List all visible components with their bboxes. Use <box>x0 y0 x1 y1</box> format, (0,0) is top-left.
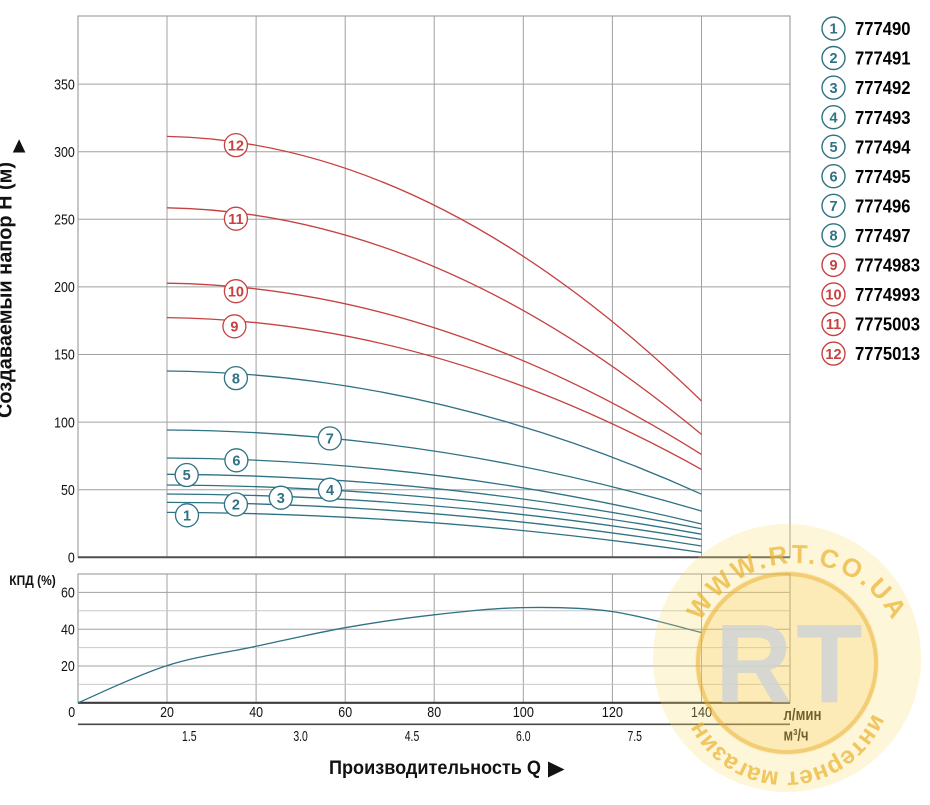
svg-text:12: 12 <box>228 138 244 154</box>
svg-text:20: 20 <box>61 658 75 675</box>
svg-text:250: 250 <box>54 212 75 229</box>
svg-text:300: 300 <box>54 144 75 161</box>
svg-text:м³/ч: м³/ч <box>784 726 809 745</box>
svg-text:3: 3 <box>829 81 837 97</box>
svg-text:6.0: 6.0 <box>516 728 531 745</box>
svg-text:10: 10 <box>228 284 244 300</box>
svg-text:4.5: 4.5 <box>405 728 420 745</box>
svg-text:50: 50 <box>61 482 75 499</box>
svg-text:2: 2 <box>829 51 837 67</box>
svg-text:777495: 777495 <box>855 167 911 187</box>
svg-text:10: 10 <box>825 288 841 304</box>
svg-text:777491: 777491 <box>855 49 911 69</box>
svg-text:150: 150 <box>54 347 75 364</box>
svg-text:T: T <box>796 602 862 727</box>
svg-text:л/мин: л/мин <box>784 705 822 724</box>
svg-text:КПД (%): КПД (%) <box>9 572 56 588</box>
svg-text:1.5: 1.5 <box>182 728 197 745</box>
svg-text:777493: 777493 <box>855 108 911 128</box>
svg-text:7775003: 7775003 <box>855 315 920 335</box>
svg-text:140: 140 <box>691 704 712 721</box>
svg-text:777494: 777494 <box>855 137 911 157</box>
svg-text:40: 40 <box>249 704 263 721</box>
svg-text:777492: 777492 <box>855 78 911 98</box>
svg-text:7: 7 <box>829 199 837 215</box>
svg-text:11: 11 <box>826 317 841 333</box>
svg-text:7774993: 7774993 <box>855 285 920 305</box>
svg-text:0: 0 <box>68 550 75 567</box>
svg-text:4: 4 <box>326 483 334 499</box>
svg-text:9: 9 <box>230 320 238 336</box>
svg-text:Создаваемый напор H (м): Создаваемый напор H (м) <box>0 162 17 418</box>
svg-text:200: 200 <box>54 279 75 296</box>
svg-text:7.5: 7.5 <box>627 728 642 745</box>
svg-text:20: 20 <box>160 704 174 721</box>
svg-text:11: 11 <box>228 212 243 228</box>
svg-text:777490: 777490 <box>855 19 911 39</box>
svg-text:R: R <box>715 602 792 727</box>
svg-text:80: 80 <box>427 704 441 721</box>
svg-text:2: 2 <box>232 498 240 514</box>
svg-text:7774983: 7774983 <box>855 256 920 276</box>
svg-text:3.0: 3.0 <box>293 728 308 745</box>
svg-text:8: 8 <box>829 229 837 245</box>
svg-text:7: 7 <box>326 432 334 448</box>
svg-text:5: 5 <box>183 468 191 484</box>
svg-text:40: 40 <box>61 621 75 638</box>
svg-text:12: 12 <box>825 347 841 363</box>
svg-text:350: 350 <box>54 76 75 93</box>
svg-text:777496: 777496 <box>855 196 911 216</box>
svg-text:60: 60 <box>338 704 352 721</box>
svg-text:8: 8 <box>232 371 240 387</box>
svg-text:777497: 777497 <box>855 226 911 246</box>
svg-text:Производительность Q: Производительность Q <box>329 758 541 779</box>
svg-text:0: 0 <box>68 704 75 721</box>
svg-text:60: 60 <box>61 585 75 602</box>
svg-text:100: 100 <box>54 414 75 431</box>
svg-text:6: 6 <box>829 169 837 185</box>
svg-text:120: 120 <box>602 704 623 721</box>
svg-text:6: 6 <box>232 454 240 470</box>
svg-text:9: 9 <box>829 258 837 274</box>
svg-text:1: 1 <box>829 22 837 38</box>
svg-text:3: 3 <box>277 491 285 507</box>
svg-text:7775013: 7775013 <box>855 344 920 364</box>
svg-text:4: 4 <box>829 110 837 126</box>
svg-text:5: 5 <box>829 140 837 156</box>
svg-text:1: 1 <box>183 509 191 525</box>
svg-text:100: 100 <box>513 704 534 721</box>
